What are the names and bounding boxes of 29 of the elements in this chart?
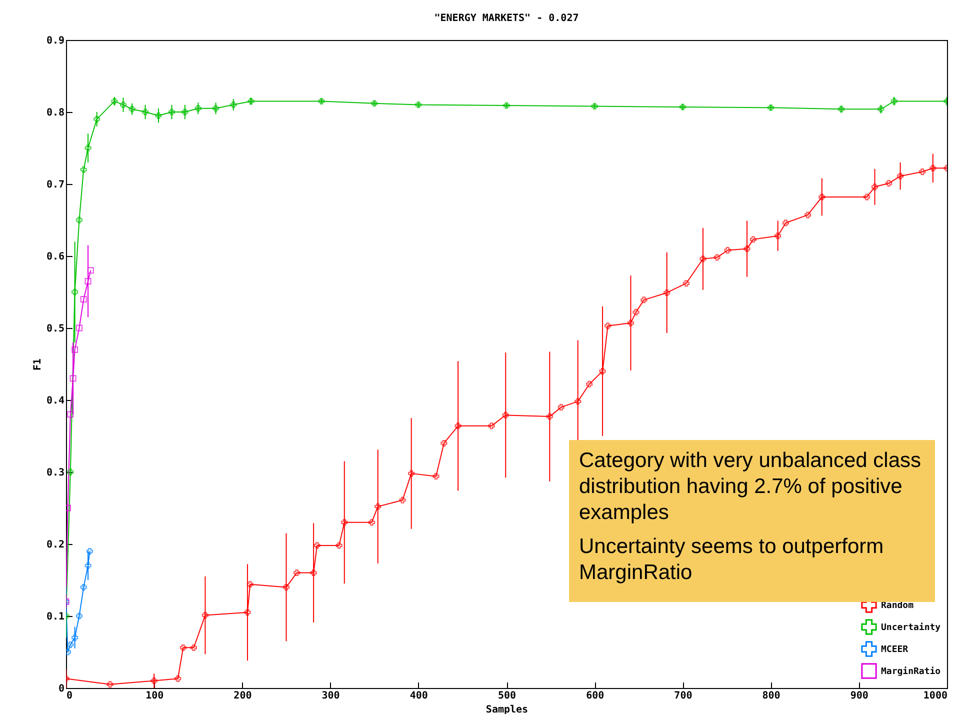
- x-tick-label: 100: [146, 690, 164, 702]
- y-tick-label: 0.8: [46, 108, 64, 118]
- x-tick-label: 500: [498, 690, 516, 702]
- y-axis-title: F1: [32, 358, 44, 371]
- chart-title: "ENERGY MARKETS" - 0.027: [434, 13, 579, 24]
- y-tick-label: 0.9: [46, 36, 64, 46]
- annotation: Category with very unbalanced class distribution having 2.7% of positive examples: [579, 448, 922, 526]
- legend-label: Random: [881, 601, 914, 611]
- x-tick-label: 0: [66, 690, 73, 702]
- y-tick-label: 0.5: [46, 324, 64, 334]
- x-tick-label: 1000: [923, 690, 948, 702]
- y-tick-label: 0.4: [46, 396, 64, 406]
- x-tick-label: 900: [850, 690, 868, 702]
- x-tick-label: 800: [762, 690, 780, 702]
- y-tick-label: 0.1: [46, 612, 64, 622]
- y-tick-label: 0.2: [46, 540, 64, 550]
- annotation: Uncertainty seems to outperform MarginRatio: [579, 534, 885, 586]
- legend-label: MCEER: [881, 645, 909, 655]
- x-tick-label: 700: [674, 690, 692, 702]
- y-tick-label: 0.3: [46, 468, 64, 478]
- x-tick-label: 600: [586, 690, 604, 702]
- x-tick-label: 300: [322, 690, 340, 702]
- y-tick-label: 0.6: [46, 252, 64, 262]
- y-tick-label: 0: [58, 684, 64, 694]
- x-tick-label: 400: [410, 690, 428, 702]
- x-tick-label: 200: [234, 690, 252, 702]
- legend-label: MarginRatio: [881, 666, 941, 677]
- legend-label: Uncertainty: [881, 622, 942, 633]
- y-tick-label: 0.7: [46, 180, 64, 190]
